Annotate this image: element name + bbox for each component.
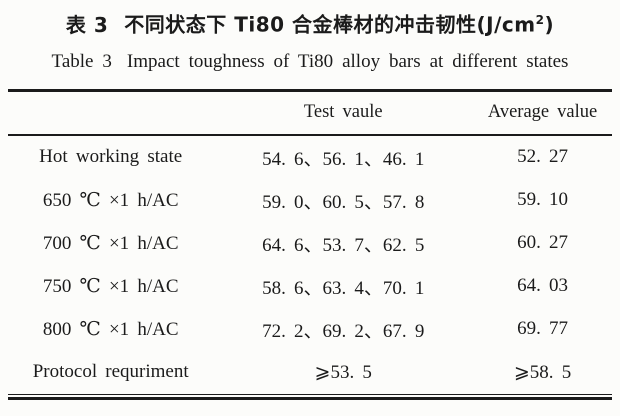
test-values-cell: 64. 6、53. 7、62. 5 [262, 234, 425, 256]
test-values-cell: 58. 6、63. 4、70. 1 [262, 277, 425, 299]
average-value-cell: 59. 10 [517, 189, 568, 211]
average-value-cell: ⩾58. 5 [513, 361, 572, 383]
average-value-cell: 69. 77 [517, 318, 568, 340]
column-header-test-value: Test vaule [213, 90, 474, 136]
table-row: 700 ℃ ×1 h/AC 64. 6、53. 7、62. 5 60. 27 [8, 222, 612, 265]
average-value-cell: 60. 27 [517, 232, 568, 254]
state-cell: 800 ℃ ×1 h/AC [42, 318, 179, 340]
state-cell: 650 ℃ ×1 h/AC [42, 189, 179, 211]
test-values-cell: 72. 2、69. 2、67. 9 [262, 320, 425, 342]
average-value-cell: 64. 03 [517, 275, 568, 297]
table-caption-zh-label: 表 3 [65, 12, 109, 37]
state-cell: 700 ℃ ×1 h/AC [42, 232, 179, 254]
column-header-state [8, 90, 214, 136]
impact-toughness-table: Test vaule Average value Hot working sta… [8, 88, 612, 394]
table-caption-en-title: Impact toughness of Ti80 alloy bars at d… [126, 50, 569, 72]
table-row: 650 ℃ ×1 h/AC 59. 0、60. 5、57. 8 59. 10 [8, 179, 612, 222]
state-cell: Protocol requriment [32, 361, 189, 383]
superscript-2: 2 [535, 13, 545, 27]
table-row: Hot working state 54. 6、56. 1、46. 1 52. … [8, 135, 612, 179]
test-values-cell: 59. 0、60. 5、57. 8 [262, 191, 425, 213]
table-row: 800 ℃ ×1 h/AC 72. 2、69. 2、67. 9 69. 77 [8, 308, 612, 351]
column-header-average-value: Average value [473, 90, 612, 136]
table-header-row: Test vaule Average value [8, 90, 612, 136]
average-value-cell: 52. 27 [517, 146, 568, 168]
state-cell: 750 ℃ ×1 h/AC [42, 275, 179, 297]
table-caption-zh-close: ) [544, 12, 555, 37]
table-caption-zh: 表 3 不同状态下 Ti80 合金棒材的冲击韧性(J/cm2) [0, 7, 620, 38]
table-caption-zh-title: 不同状态下 Ti80 合金棒材的冲击韧性(J/cm [124, 12, 536, 37]
table-caption-en-label: Table 3 [51, 50, 112, 72]
state-cell: Hot working state [39, 146, 183, 168]
table-row: Protocol requriment ⩾53. 5 ⩾58. 5 [8, 351, 612, 394]
table-bottom-rule [8, 393, 612, 400]
table-caption-en: Table 3 Impact toughness of Ti80 alloy ba… [0, 50, 620, 74]
test-values-cell: ⩾53. 5 [314, 361, 372, 383]
document-page: 表 3 不同状态下 Ti80 合金棒材的冲击韧性(J/cm2) Table 3 Im… [0, 7, 620, 416]
test-values-cell: 54. 6、56. 1、46. 1 [262, 148, 425, 170]
table-row: 750 ℃ ×1 h/AC 58. 6、63. 4、70. 1 64. 03 [8, 265, 612, 308]
